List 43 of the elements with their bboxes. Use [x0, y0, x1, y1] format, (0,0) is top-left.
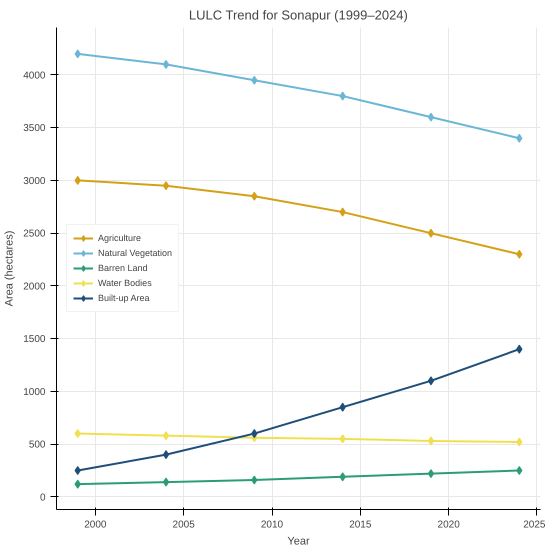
- point: [162, 450, 170, 460]
- point: [428, 376, 434, 386]
- point: [339, 434, 346, 444]
- y-tick-label: 2000: [23, 281, 46, 292]
- x-tick-label: 2005: [172, 520, 196, 530]
- x-tick-label: 2010: [260, 520, 284, 530]
- point: [251, 76, 258, 85]
- point: [339, 472, 346, 482]
- y-tick-label: 500: [28, 440, 46, 451]
- point: [162, 181, 170, 190]
- point: [162, 478, 170, 487]
- point: [251, 192, 258, 201]
- point: [251, 429, 258, 438]
- point: [516, 438, 522, 446]
- point: [428, 469, 434, 478]
- point: [339, 402, 346, 412]
- y-tick-label: 4000: [23, 70, 46, 82]
- point: [339, 92, 346, 101]
- y-tick-label: 3000: [23, 176, 46, 187]
- point: [339, 208, 346, 217]
- x-tick-label: 2000: [84, 520, 107, 530]
- y-axis-title: Area (hectares): [3, 230, 16, 306]
- point: [162, 431, 170, 440]
- x-tick-label: 2015: [349, 520, 372, 530]
- legend-label: Built-up Area: [98, 293, 150, 303]
- y-tick-label: 0: [40, 492, 46, 504]
- y-tick-label: 3500: [23, 123, 46, 134]
- point: [251, 475, 258, 484]
- x-axis-title: Year: [287, 536, 310, 548]
- x-tick-label: 2020: [438, 520, 460, 530]
- point: [428, 436, 434, 446]
- point: [428, 112, 434, 122]
- y-tick-label: 2500: [23, 228, 46, 240]
- point: [428, 228, 434, 238]
- y-tick-label: 1500: [23, 334, 46, 346]
- y-tick-label: 1000: [23, 386, 46, 398]
- x-tick-label: 2025: [523, 520, 546, 530]
- legend-label: Agriculture: [98, 233, 142, 243]
- legend-label: Barren Land: [98, 263, 148, 273]
- point: [162, 60, 170, 69]
- chart-title: LULC Trend for Sonapur (1999–2024): [188, 8, 408, 22]
- legend-label: Water Bodies: [98, 278, 152, 288]
- legend-label: Natural Vegetation: [98, 248, 172, 258]
